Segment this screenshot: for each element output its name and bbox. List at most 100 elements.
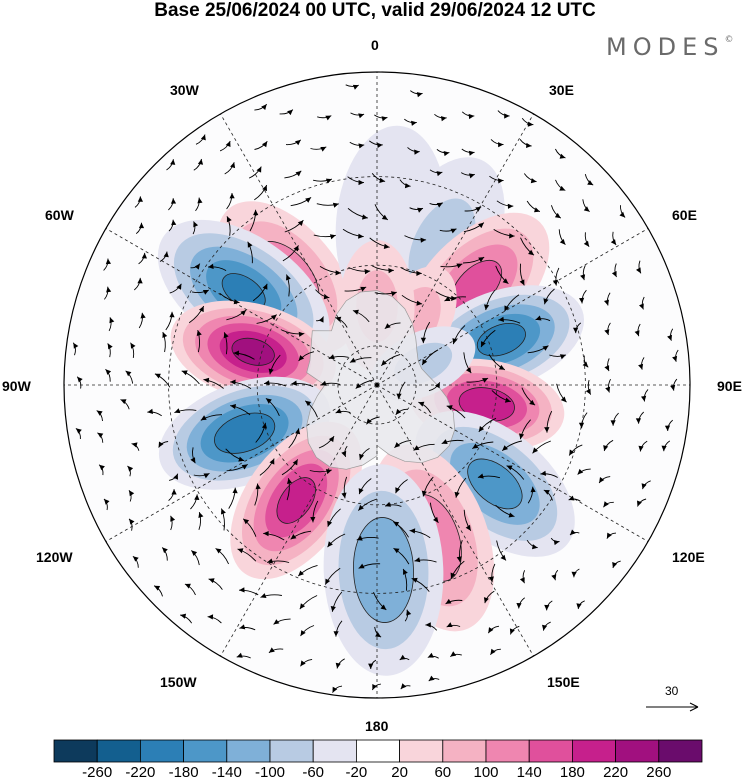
wind-vector-head xyxy=(603,445,609,451)
wind-vector-head xyxy=(527,121,534,127)
wind-vector-head xyxy=(478,426,485,432)
wind-vector-head xyxy=(670,384,676,391)
wind-vector-head xyxy=(388,268,394,274)
wind-vector-head xyxy=(488,627,494,634)
wind-vector-head xyxy=(516,603,522,609)
wind-vector-head xyxy=(568,495,575,501)
colorbar-tick-label: -220 xyxy=(125,764,156,781)
wind-vector-head xyxy=(327,520,333,527)
wind-vector-head xyxy=(610,239,617,245)
wind-vector-head xyxy=(355,383,362,389)
wind-vector-head xyxy=(163,251,169,258)
colorbar-tick-label: -180 xyxy=(168,764,199,781)
wind-vector-head xyxy=(406,609,412,616)
wind-vector-head xyxy=(498,364,505,370)
wind-vector-head xyxy=(300,630,306,636)
wind-vector-head xyxy=(239,587,245,593)
wind-vector-head xyxy=(375,632,382,638)
wind-vector-head xyxy=(551,574,557,581)
wind-vector-head xyxy=(444,296,451,301)
wind-vector-head xyxy=(542,624,548,631)
wind-vector-head xyxy=(409,528,416,534)
wind-vector-head xyxy=(529,399,536,406)
map-title: Base 25/06/2024 00 UTC, valid 29/06/2024… xyxy=(154,0,596,21)
wind-vector-head xyxy=(335,408,342,414)
wind-vector-head xyxy=(390,291,397,297)
wind-vector-head xyxy=(328,354,335,360)
wind-vector-head xyxy=(297,220,304,226)
wind-vector-head xyxy=(196,330,202,336)
wind-vector-head xyxy=(502,278,509,284)
meridian-line xyxy=(376,384,534,657)
wind-vector-head xyxy=(508,512,515,518)
wind-vector-head xyxy=(162,332,168,338)
wind-vector-head xyxy=(170,515,176,522)
wind-vector-head xyxy=(129,518,135,525)
wind-vector-head xyxy=(203,377,210,383)
brand-logo: MODES© xyxy=(606,33,733,61)
wind-vector-head xyxy=(554,212,561,219)
colorbar-tick-label: 180 xyxy=(559,764,585,781)
wind-vector-head xyxy=(472,443,479,449)
wind-vector-head xyxy=(498,142,504,148)
wind-vector-head xyxy=(176,283,182,290)
wind-vector-head xyxy=(325,115,332,121)
colorbar-tick-label: -140 xyxy=(211,764,242,781)
wind-vector-head xyxy=(199,306,204,313)
meridian-label-150w: 150W xyxy=(160,674,197,690)
brand-mark: © xyxy=(724,35,734,45)
wind-vector-head xyxy=(441,439,448,444)
map-disc xyxy=(64,72,690,698)
wind-vector-head xyxy=(664,425,671,431)
wind-vector-head xyxy=(233,350,239,356)
wind-vector-head xyxy=(138,222,145,229)
wind-vector-head xyxy=(349,357,356,363)
wind-vector-head xyxy=(638,445,644,452)
wind-vector-head xyxy=(394,442,401,448)
wind-vector-head xyxy=(576,603,582,609)
wind-vector-head xyxy=(381,214,388,220)
wind-vector-head xyxy=(295,428,301,435)
wind-vector-head xyxy=(465,524,471,531)
arrow-head-icon xyxy=(689,702,699,712)
meridian-label-90e: 90E xyxy=(717,378,742,394)
wind-vector-head xyxy=(559,239,566,245)
wind-vector-head xyxy=(414,557,421,563)
wind-vector-head xyxy=(396,393,402,400)
wind-vector-head xyxy=(384,323,391,329)
wind-vector-head xyxy=(359,453,364,460)
wind-vector-head xyxy=(427,652,434,658)
wind-vector-head xyxy=(230,379,236,385)
wind-vector-head xyxy=(286,274,291,281)
wind-vector-head xyxy=(147,408,153,414)
wind-vector-head xyxy=(400,683,407,690)
wind-vector-head xyxy=(393,548,400,554)
wind-vector-head xyxy=(241,464,248,470)
wind-vector-head xyxy=(502,445,508,451)
wind-vector-head xyxy=(599,477,605,483)
meridian-label-0: 0 xyxy=(371,37,379,53)
meridian-label-60e: 60E xyxy=(672,207,697,223)
wind-vector-head xyxy=(200,134,206,141)
meridian-line xyxy=(376,384,649,542)
wind-vector-head xyxy=(268,368,274,375)
wind-vector-head xyxy=(488,576,494,583)
wind-vector-head xyxy=(420,337,426,344)
wind-vector-head xyxy=(530,486,536,493)
wind-vector-head xyxy=(475,206,482,212)
wind-vector-head xyxy=(293,245,299,252)
wind-vector-head xyxy=(416,92,423,98)
wind-vector-head xyxy=(262,141,268,148)
wind-vector-head xyxy=(604,299,609,306)
wind-vector-head xyxy=(230,162,236,169)
wind-vector-head xyxy=(506,465,513,471)
wind-vector-head xyxy=(504,397,511,403)
wind-vector-head xyxy=(323,294,330,300)
wind-vector-head xyxy=(358,504,364,511)
wind-vector-head xyxy=(395,487,401,494)
wind-vector-head xyxy=(446,622,453,627)
wind-vector-head xyxy=(635,418,641,424)
wind-vector-head xyxy=(611,271,617,277)
wind-vector-head xyxy=(571,571,577,578)
